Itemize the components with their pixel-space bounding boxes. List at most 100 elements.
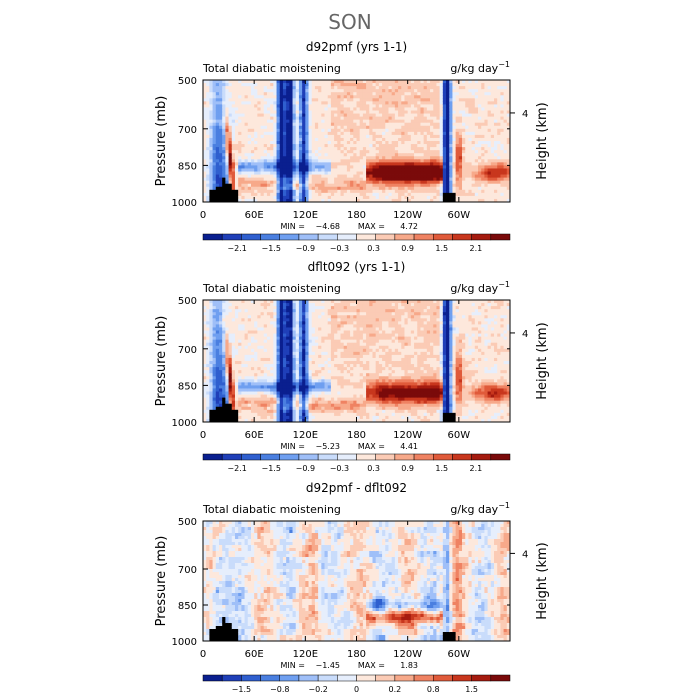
heatmap-cell — [228, 367, 233, 371]
heatmap-cell — [500, 134, 505, 139]
heatmap-cell — [212, 89, 217, 93]
heatmap-cell — [407, 86, 412, 90]
heatmap-cell — [206, 186, 210, 191]
heatmap-cell — [330, 186, 335, 191]
heatmap-cell — [503, 183, 508, 188]
heatmap-cell — [231, 141, 236, 145]
heatmap-cell — [222, 156, 226, 160]
heatmap-cell — [276, 370, 281, 374]
heatmap-cell — [327, 186, 332, 191]
heatmap-cell — [273, 412, 277, 417]
heatmap-cell — [263, 400, 268, 405]
heatmap-cell — [209, 409, 213, 414]
heatmap-cell — [250, 107, 255, 111]
heatmap-cell — [327, 110, 332, 114]
heatmap-cell — [257, 192, 261, 197]
heatmap-cell — [295, 128, 300, 133]
heatmap-cell — [260, 400, 265, 405]
heatmap-cell — [404, 137, 409, 142]
heatmap-cell — [282, 361, 287, 365]
heatmap-cell — [254, 128, 258, 133]
heatmap-cell — [225, 391, 229, 395]
heatmap-cell — [417, 177, 421, 182]
heatmap-cell — [215, 101, 220, 105]
heatmap-cell — [321, 83, 325, 87]
heatmap-cell — [362, 113, 367, 117]
heatmap-cell — [430, 153, 434, 157]
heatmap-cell — [270, 339, 274, 344]
heatmap-cell — [382, 168, 386, 172]
heatmap-cell — [215, 330, 220, 334]
heatmap-cell — [494, 180, 498, 185]
heatmap-cell — [282, 119, 287, 124]
heatmap-cell — [257, 92, 261, 96]
heatmap-cell — [247, 348, 252, 353]
heatmap-cell — [228, 168, 233, 172]
heatmap-cell — [324, 131, 329, 136]
heatmap-cell — [378, 183, 383, 188]
heatmap-cell — [334, 189, 338, 194]
heatmap-cell — [215, 342, 220, 347]
heatmap-cell — [330, 131, 335, 136]
colorbar-box — [337, 233, 357, 241]
heatmap-cell — [484, 186, 489, 191]
heatmap-cell — [382, 98, 386, 102]
heatmap-cell — [401, 83, 405, 87]
heatmap-cell — [462, 195, 466, 200]
heatmap-cell — [484, 144, 489, 148]
heatmap-cell — [289, 180, 293, 185]
heatmap-cell — [279, 128, 284, 133]
heatmap-cell — [372, 153, 377, 157]
heatmap-cell — [503, 137, 508, 142]
heatmap-cell — [369, 107, 373, 111]
heatmap-cell — [218, 315, 223, 319]
heatmap-cell — [398, 137, 402, 142]
heatmap-cell — [203, 303, 207, 307]
heatmap-cell — [500, 110, 505, 114]
heatmap-cell — [356, 144, 361, 148]
heatmap-cell — [465, 171, 469, 175]
heatmap-cell — [238, 312, 242, 316]
heatmap-cell — [362, 110, 367, 114]
heatmap-cell — [279, 373, 284, 377]
heatmap-cell — [273, 373, 277, 377]
heatmap-cell — [308, 189, 313, 194]
heatmap-cell — [209, 104, 213, 108]
heatmap-cell — [324, 186, 329, 191]
heatmap-cell — [203, 189, 207, 194]
heatmap-cell — [321, 177, 325, 182]
heatmap-cell — [286, 303, 290, 307]
heatmap-cell — [481, 171, 485, 175]
heatmap-cell — [433, 165, 437, 169]
heatmap-cell — [430, 144, 434, 148]
heatmap-cell — [324, 137, 329, 142]
heatmap-cell — [215, 418, 220, 423]
heatmap-cell — [366, 98, 370, 102]
heatmap-cell — [426, 168, 431, 172]
heatmap-cell — [318, 186, 322, 191]
heatmap-cell — [343, 144, 348, 148]
heatmap-cell — [458, 107, 463, 111]
heatmap-cell — [266, 403, 271, 408]
heatmap-cell — [250, 327, 255, 331]
heatmap-cell — [458, 119, 463, 124]
heatmap-cell — [247, 89, 252, 93]
heatmap-cell — [478, 80, 482, 84]
heatmap-cell — [270, 385, 274, 389]
heatmap-cell — [282, 183, 287, 188]
heatmap-cell — [385, 141, 389, 145]
heatmap-cell — [330, 98, 335, 102]
heatmap-cell — [250, 101, 255, 105]
heatmap-cell — [273, 418, 277, 423]
heatmap-cell — [375, 86, 380, 90]
heatmap-cell — [279, 351, 284, 356]
heatmap-cell — [420, 86, 425, 90]
heatmap-cell — [305, 156, 309, 160]
colorbar-tick-label: −2.1 — [227, 244, 246, 253]
heatmap-cell — [279, 303, 284, 307]
heatmap-cell — [212, 189, 217, 194]
heatmap-cell — [362, 180, 367, 185]
heatmap-cell — [366, 177, 370, 182]
heatmap-cell — [266, 101, 271, 105]
heatmap-cell — [481, 107, 485, 111]
